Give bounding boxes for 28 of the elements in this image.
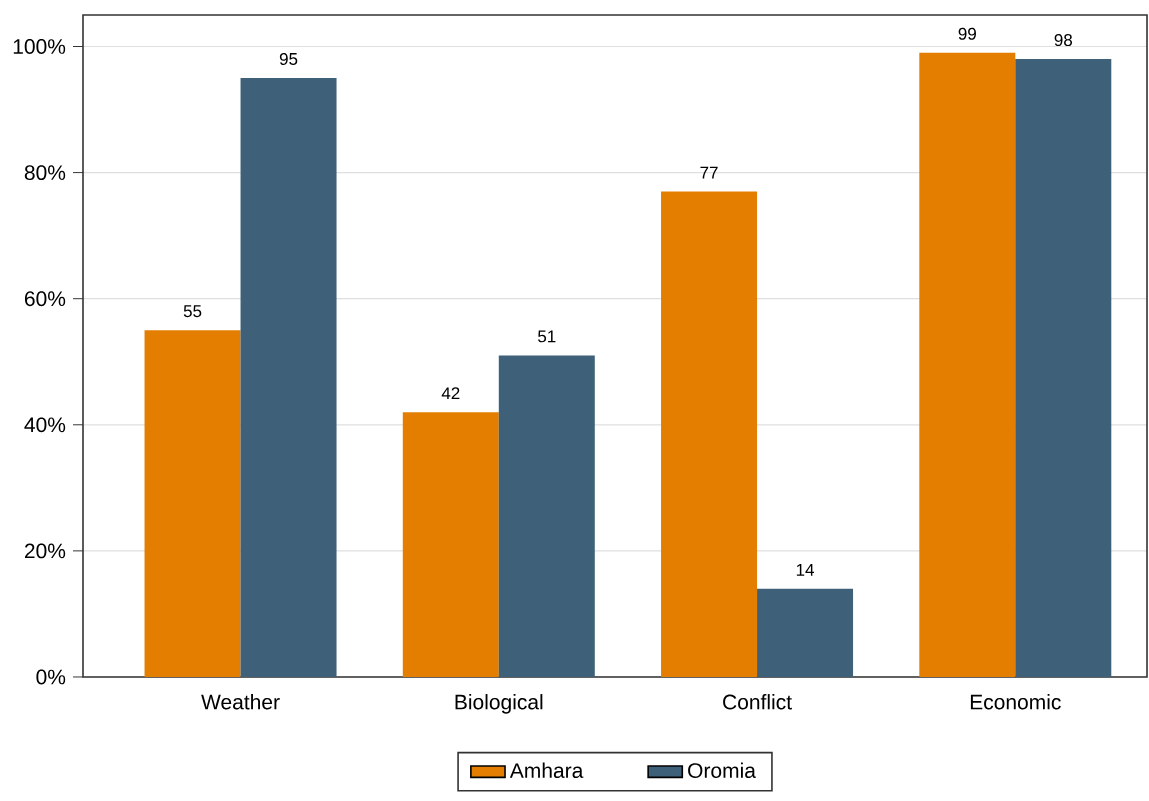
y-tick-label: 100%: [13, 39, 66, 54]
bar: [402, 412, 499, 677]
data-label: 51: [538, 330, 556, 343]
x-tick-label: Economic: [970, 694, 1061, 710]
bar: [1015, 59, 1112, 677]
bar: [919, 52, 1016, 677]
bar: [661, 191, 758, 677]
x-tick-label: Biological: [455, 694, 543, 714]
data-label: 77: [700, 166, 718, 179]
bar: [144, 330, 241, 677]
y-tick-label: 60%: [24, 291, 66, 307]
data-label: 99: [958, 27, 976, 40]
x-tick-label: Conflict: [723, 694, 792, 710]
bar: [757, 588, 854, 677]
data-label: 14: [796, 563, 815, 576]
bar: [240, 78, 337, 677]
y-tick-label: 20%: [24, 543, 66, 559]
data-label: 95: [279, 52, 298, 65]
x-tick-label: Weather: [201, 694, 280, 710]
bar: [498, 355, 595, 677]
data-label: 55: [183, 305, 202, 318]
y-tick-label: 40%: [24, 417, 66, 433]
legend-label: Oromia: [688, 762, 756, 779]
data-label: 42: [441, 387, 460, 400]
y-tick-label: 0%: [36, 669, 66, 685]
data-label: 98: [1054, 34, 1073, 47]
y-tick-label: 80%: [24, 165, 66, 181]
legend-label: Amhara: [509, 762, 584, 779]
